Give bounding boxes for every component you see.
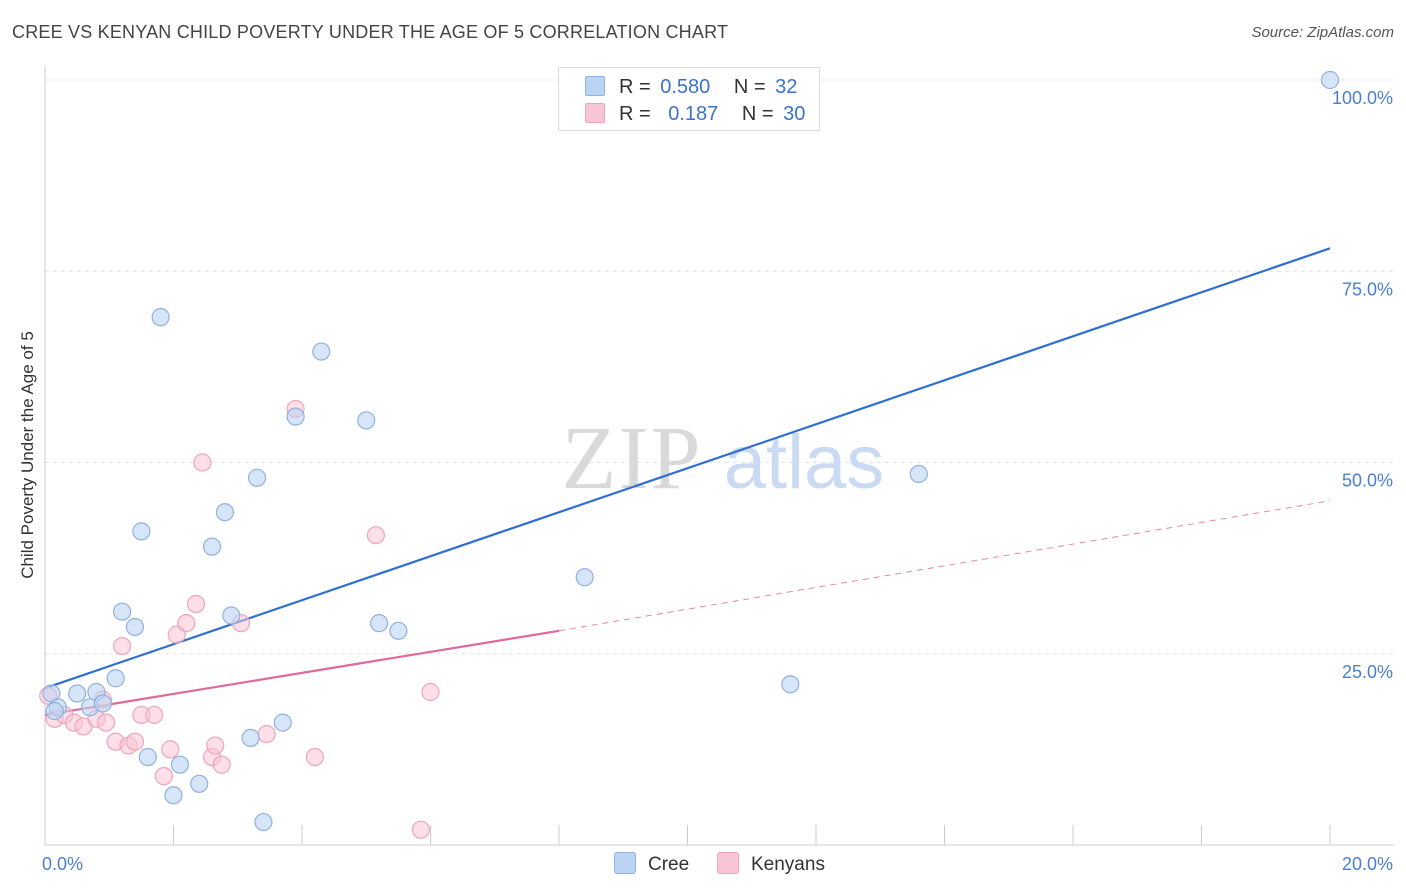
legend-n-value: 30 (783, 103, 806, 125)
point-kenyans (193, 453, 212, 472)
trend-line-kenyans-extension (558, 500, 1331, 632)
point-kenyans (421, 682, 440, 702)
data-points (39, 70, 1340, 839)
point-kenyans (154, 767, 173, 786)
y-tick-label: 25.0% (1342, 662, 1393, 682)
watermark-atlas: atlas (724, 420, 885, 505)
point-cree (1320, 70, 1340, 90)
point-cree (112, 602, 132, 621)
point-cree (273, 713, 292, 732)
point-kenyans (212, 755, 231, 774)
x-tick-label: 20.0% (1342, 854, 1393, 874)
point-kenyans (96, 713, 116, 732)
point-cree (202, 537, 222, 556)
point-cree (286, 407, 305, 426)
point-cree (909, 464, 928, 484)
legend-r-value: 0.187 (668, 103, 719, 125)
trend-line-kenyans (44, 629, 560, 717)
legend-r-label: R = (619, 103, 651, 125)
point-cree (222, 606, 241, 625)
point-kenyans (305, 747, 324, 767)
bottom-legend-kenyans: Kenyans (717, 852, 825, 876)
trend-line-cree (44, 247, 1331, 690)
legend-swatch-cree (585, 76, 605, 96)
point-kenyans (366, 526, 385, 545)
x-tick-label: 0.0% (42, 854, 83, 874)
point-cree (370, 614, 389, 633)
point-cree (132, 522, 151, 541)
legend-n-label: N = (733, 76, 766, 98)
axes (44, 66, 1394, 846)
bottom-legend-kenyans-label: Kenyans (751, 854, 825, 875)
legend-r-label: R = (619, 76, 651, 98)
point-cree (170, 755, 190, 774)
point-kenyans (257, 724, 276, 744)
point-kenyans (411, 820, 430, 839)
y-axis-label: Child Poverty Under the Age of 5 (18, 331, 37, 579)
bottom-legend-cree-label: Cree (648, 854, 690, 875)
point-cree (106, 669, 125, 688)
trend-lines (44, 247, 1331, 717)
y-tick-label: 75.0% (1342, 279, 1393, 299)
legend-swatch-kenyans (585, 103, 605, 123)
legend-r-value: 0.580 (660, 76, 711, 98)
y-tick-label: 50.0% (1342, 471, 1393, 491)
point-kenyans (145, 705, 164, 725)
chart-source: Source: ZipAtlas.com (1251, 24, 1394, 41)
legend-row-kenyans: R = 0.187 N = 30 (585, 103, 805, 126)
y-tick-label: 100.0% (1332, 88, 1393, 108)
point-cree (164, 786, 183, 805)
point-cree (781, 675, 800, 694)
bottom-swatch-kenyans (717, 852, 739, 874)
point-cree (254, 812, 273, 832)
chart-title: CREE VS KENYAN CHILD POVERTY UNDER THE A… (12, 22, 729, 42)
point-kenyans (177, 614, 196, 633)
point-cree (45, 702, 64, 721)
point-cree (575, 568, 594, 587)
point-cree (312, 342, 331, 361)
bottom-legend-cree: Cree (614, 852, 689, 876)
point-kenyans (186, 594, 206, 614)
watermark: ZIP atlas (562, 409, 885, 508)
point-kenyans (125, 732, 145, 751)
point-cree (215, 503, 234, 522)
grid-lines (45, 79, 1394, 655)
point-kenyans (206, 736, 225, 755)
point-cree (247, 468, 267, 487)
point-kenyans (112, 636, 132, 656)
legend-n-value: 32 (775, 76, 798, 98)
bottom-swatch-cree (614, 852, 636, 874)
point-cree (151, 308, 170, 327)
point-kenyans (161, 740, 180, 759)
point-cree (93, 694, 112, 713)
point-cree (190, 774, 209, 793)
point-cree (357, 411, 376, 430)
watermark-zip: ZIP (562, 409, 703, 508)
tick-labels: 25.0% 50.0% 75.0% 100.0% 0.0% 20.0% (42, 88, 1393, 874)
point-cree (68, 684, 87, 703)
legend-n-label: N = (741, 103, 774, 125)
point-cree (125, 617, 145, 637)
point-cree (138, 747, 157, 767)
point-cree (241, 728, 260, 748)
point-cree (389, 621, 408, 640)
legend-row-cree: R = 0.580 N = 32 (585, 76, 797, 99)
correlation-legend: R = 0.580 N = 32 R = 0.187 N = 30 (558, 67, 820, 131)
